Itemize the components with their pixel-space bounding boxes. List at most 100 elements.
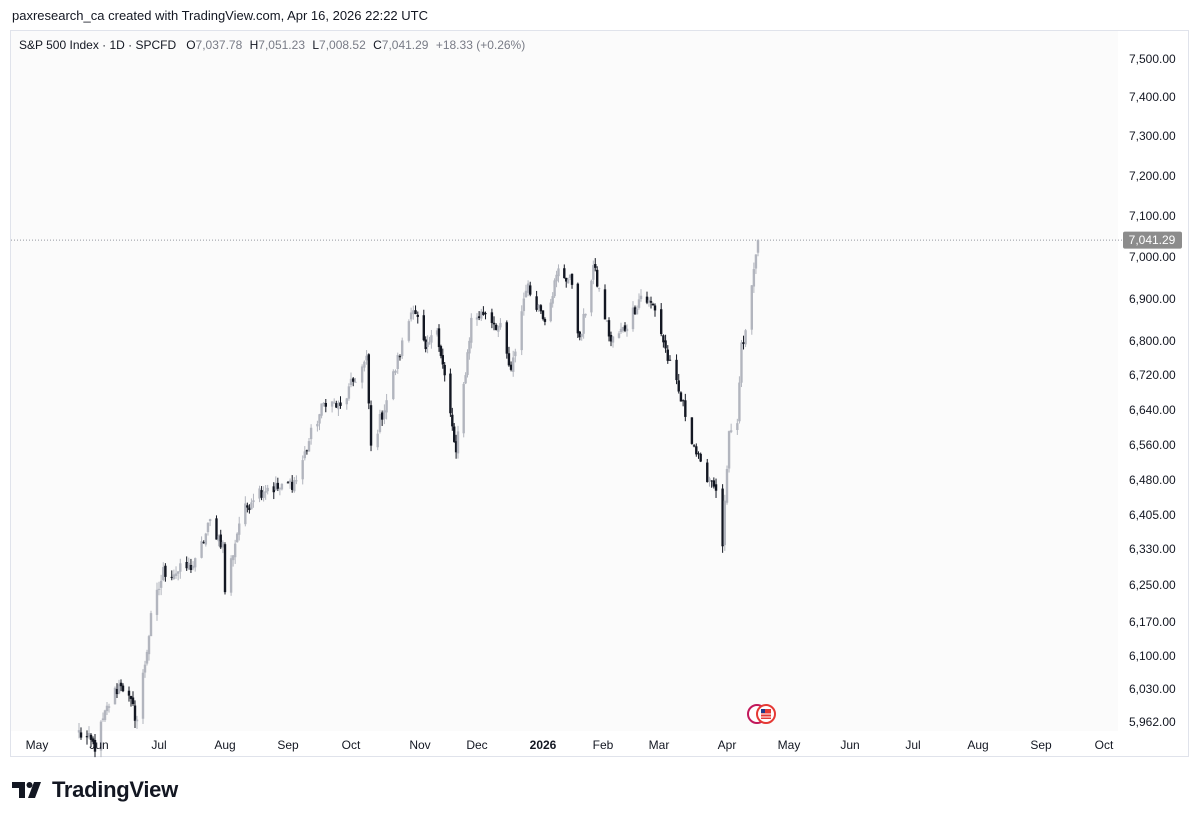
candle	[439, 344, 443, 359]
candle	[396, 352, 399, 374]
y-tick-label: 6,030.00	[1129, 682, 1176, 696]
candle	[699, 452, 702, 463]
y-axis[interactable]: 5,962.00 6,030.00 6,100.00 6,170.00 6,250.00…	[1129, 52, 1176, 729]
candle	[295, 475, 298, 485]
candle	[526, 280, 530, 297]
candle	[221, 540, 225, 554]
candle	[107, 703, 111, 713]
candle	[723, 494, 727, 551]
candle	[651, 302, 655, 306]
candle	[143, 660, 147, 678]
candle	[133, 700, 137, 729]
candle	[414, 305, 417, 315]
candle	[590, 279, 593, 317]
candle	[303, 446, 306, 461]
candle	[537, 303, 540, 312]
close-value: 7,041.29	[381, 38, 429, 52]
candle	[605, 320, 609, 323]
candle	[176, 571, 180, 581]
candle	[443, 362, 446, 382]
candle	[637, 293, 641, 310]
event-marker-icon[interactable]	[747, 704, 776, 724]
candle	[631, 301, 635, 332]
candle	[570, 273, 574, 289]
candle	[578, 330, 581, 341]
candle	[497, 325, 500, 338]
candle	[623, 322, 627, 333]
candle	[490, 308, 494, 329]
candle	[145, 649, 149, 666]
x-axis[interactable]: May Jun Jul Aug Sep Oct Nov Dec 2026 Feb Mar Apr May…	[26, 738, 1114, 752]
candle	[367, 353, 371, 410]
candle	[189, 558, 193, 573]
y-tick-label: 7,100.00	[1129, 209, 1176, 223]
candle	[633, 305, 637, 316]
candle	[535, 290, 538, 312]
x-tick-label: Aug	[967, 738, 988, 752]
candle	[286, 481, 290, 484]
candle	[580, 333, 583, 341]
candle	[430, 329, 433, 349]
candle	[333, 398, 336, 404]
x-tick-label: Sep	[277, 738, 299, 752]
candle	[360, 364, 364, 389]
candle	[744, 328, 747, 348]
candle	[260, 486, 263, 501]
candle	[147, 634, 151, 661]
candles	[77, 239, 760, 758]
candle	[647, 297, 651, 307]
x-tick-label: Jun	[89, 738, 108, 752]
candle	[664, 334, 667, 353]
candle	[666, 345, 669, 364]
candle	[93, 733, 97, 758]
candle	[339, 396, 342, 409]
candle	[727, 430, 731, 473]
candle	[750, 285, 753, 335]
candle	[563, 264, 566, 279]
candle	[115, 683, 119, 698]
candle	[441, 348, 444, 369]
candle	[276, 477, 280, 492]
candle	[127, 686, 131, 702]
candle	[272, 482, 275, 500]
candle	[697, 451, 700, 459]
candle	[174, 566, 178, 579]
candle	[625, 324, 629, 337]
candle	[380, 410, 384, 426]
candle	[565, 277, 568, 288]
candle	[347, 383, 351, 401]
x-tick-label: Oct	[342, 738, 361, 752]
candle	[611, 336, 615, 348]
candle	[725, 465, 729, 505]
high-label: H	[249, 38, 259, 52]
low-value: 7,008.52	[319, 38, 366, 52]
candle	[409, 307, 413, 322]
candle	[566, 277, 570, 284]
candle	[99, 720, 103, 758]
candle	[690, 417, 694, 445]
candle	[77, 723, 81, 739]
candle	[117, 679, 121, 695]
candle	[238, 516, 241, 541]
candle	[354, 377, 357, 383]
candle	[499, 318, 502, 330]
candle	[149, 610, 153, 637]
y-tick-label: 6,480.00	[1129, 473, 1176, 487]
candle	[470, 313, 473, 349]
candle	[584, 313, 587, 318]
y-tick-label: 6,100.00	[1129, 649, 1176, 663]
close-label: C	[373, 38, 382, 52]
tradingview-logo[interactable]: TradingView	[12, 777, 178, 803]
candle	[280, 483, 284, 491]
candle	[324, 399, 327, 413]
candle	[437, 324, 441, 352]
candle	[101, 712, 105, 722]
candle	[320, 403, 323, 419]
candle	[736, 418, 739, 435]
candle	[363, 360, 366, 372]
x-tick-label: May	[26, 738, 49, 752]
candle	[172, 569, 176, 580]
candle	[274, 476, 278, 491]
symbol-label: S&P 500 Index · 1D · SPCFD	[19, 38, 177, 52]
